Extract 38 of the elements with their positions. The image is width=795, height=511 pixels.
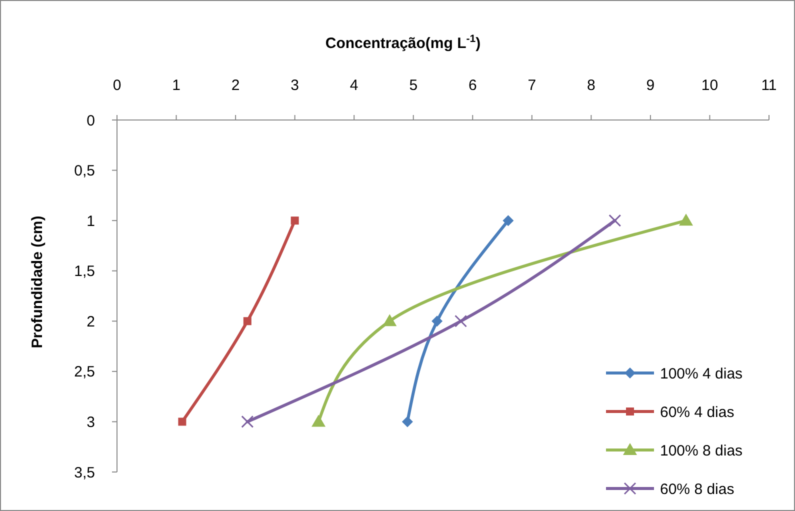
point: [679, 214, 694, 226]
y-tick-label: 2: [86, 313, 95, 330]
point: [290, 216, 299, 225]
point: [243, 317, 252, 326]
legend-label: 60% 4 dias: [660, 404, 734, 421]
point: [608, 214, 622, 227]
x-tick-label: 9: [646, 77, 655, 94]
y-tick-label: 2,5: [74, 364, 95, 381]
x-axis-title: Concentração(mg L$^{-1}$): [325, 33, 481, 52]
x-tick-label: 3: [290, 77, 299, 94]
x-tick-label: 4: [350, 77, 358, 94]
legend-label: 100% 8 dias: [660, 442, 743, 460]
y-tick-label: 0: [86, 112, 95, 130]
x-tick-label: 1: [172, 77, 180, 94]
legend-label: 60% 8 dias: [660, 480, 734, 498]
y-tick-label: 0,5: [74, 162, 95, 180]
point: [432, 316, 443, 327]
x-tick-label: 11: [761, 77, 777, 94]
point: [502, 215, 514, 226]
point: [312, 414, 326, 427]
point: [402, 416, 413, 428]
x-tick-label: 5: [409, 77, 418, 94]
point: [382, 314, 397, 326]
point: [178, 418, 186, 426]
point: [454, 314, 468, 328]
x-tick-label: 0: [112, 77, 122, 94]
y-tick-label: 3: [86, 414, 95, 431]
x-tick-label: 10: [701, 77, 718, 94]
y-tick-label: 1: [86, 212, 95, 230]
x-tick-label: 7: [528, 77, 536, 94]
x-tick-label: 2: [231, 77, 240, 94]
y-axis-title: Profundidade (cm): [29, 216, 46, 348]
point: [241, 415, 254, 428]
y-tick-label: 1,5: [74, 263, 95, 280]
legend-label: 100% 4 dias: [660, 365, 743, 382]
y-tick-label: 3,5: [74, 464, 95, 482]
x-tick-label: 8: [587, 77, 596, 94]
x-tick-label: 6: [468, 77, 477, 94]
